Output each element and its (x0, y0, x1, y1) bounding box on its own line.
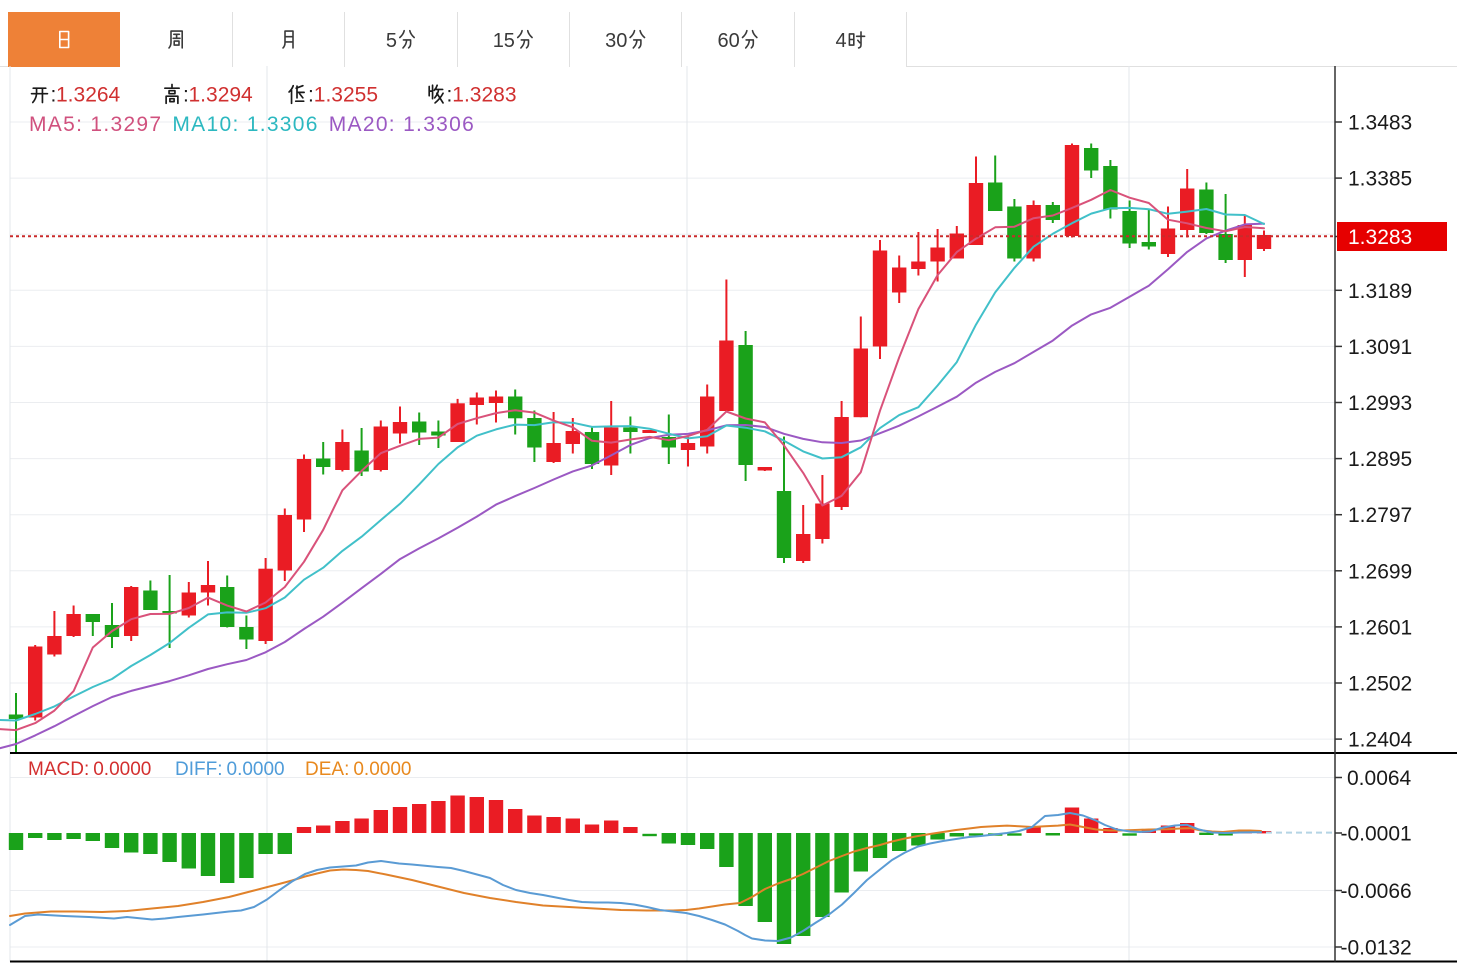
svg-text:1.3283: 1.3283 (1348, 226, 1412, 249)
svg-text:1.3189: 1.3189 (1348, 280, 1412, 303)
svg-text:1.2601: 1.2601 (1348, 616, 1412, 639)
svg-text:5: 5 (386, 30, 397, 52)
svg-text::: : (51, 84, 57, 107)
svg-text:4: 4 (836, 30, 847, 52)
svg-text::: : (447, 84, 453, 107)
svg-text:1.2895: 1.2895 (1348, 448, 1412, 471)
svg-text:DEA:0.0000: DEA: 0.0000 (305, 759, 411, 780)
svg-text:1.2404: 1.2404 (1348, 729, 1413, 752)
svg-text:1.2502: 1.2502 (1348, 673, 1412, 696)
svg-text:1.3385: 1.3385 (1348, 168, 1412, 191)
svg-text:-0.0132: -0.0132 (1341, 937, 1412, 960)
svg-text:1.3264: 1.3264 (56, 84, 121, 107)
svg-text:15: 15 (493, 30, 515, 52)
svg-text:DIFF:0.0000: DIFF: 0.0000 (175, 759, 285, 780)
svg-text:-0.0001: -0.0001 (1341, 823, 1412, 846)
svg-text:1.3255: 1.3255 (314, 84, 378, 107)
svg-text:-0.0066: -0.0066 (1341, 880, 1412, 903)
svg-text::: : (308, 84, 314, 107)
svg-text:1.2699: 1.2699 (1348, 560, 1412, 583)
svg-text:1.3283: 1.3283 (452, 84, 516, 107)
svg-text:30: 30 (605, 30, 627, 52)
svg-text:1.3483: 1.3483 (1348, 112, 1412, 135)
svg-text:0.0064: 0.0064 (1347, 767, 1412, 790)
svg-text:1.2993: 1.2993 (1348, 392, 1412, 415)
svg-text:1.3294: 1.3294 (189, 84, 254, 107)
svg-text:1.2797: 1.2797 (1348, 504, 1412, 527)
svg-text::: : (183, 84, 189, 107)
svg-text:1.3091: 1.3091 (1348, 336, 1412, 359)
svg-text:60: 60 (718, 30, 740, 52)
svg-text:MACD:0.0000: MACD: 0.0000 (28, 759, 151, 780)
